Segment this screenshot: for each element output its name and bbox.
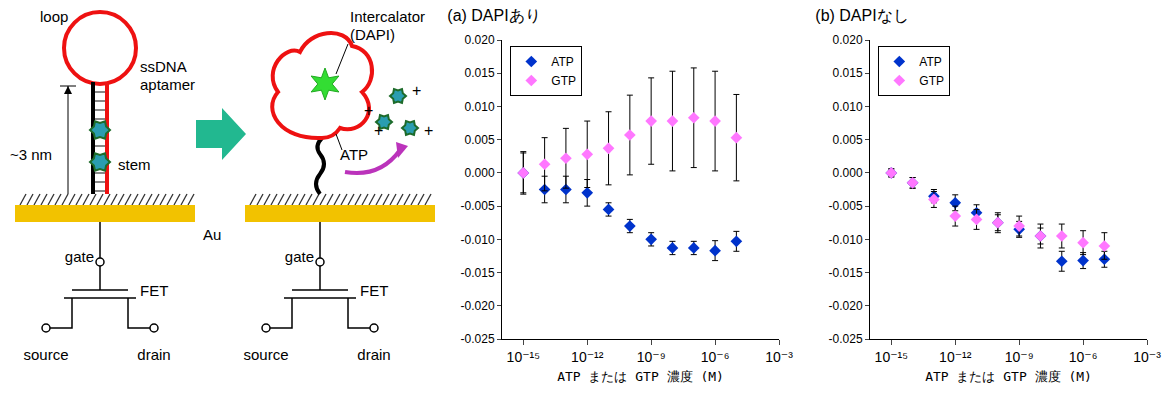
svg-text:0.000: 0.000 — [465, 166, 495, 180]
svg-text:-0.005: -0.005 — [461, 199, 495, 213]
svg-text:10⁻⁶: 10⁻⁶ — [701, 349, 730, 365]
svg-text:0.015: 0.015 — [465, 66, 495, 80]
svg-text:source: source — [23, 346, 68, 363]
svg-text:10⁻⁹: 10⁻⁹ — [637, 349, 666, 365]
svg-text:drain: drain — [357, 346, 390, 363]
svg-text:0.005: 0.005 — [833, 133, 863, 147]
svg-text:aptamer: aptamer — [140, 76, 195, 93]
svg-text:~3 nm: ~3 nm — [10, 146, 52, 163]
svg-text:FET: FET — [360, 282, 388, 299]
svg-text:(DAPI): (DAPI) — [350, 26, 395, 43]
svg-text:-0.015: -0.015 — [829, 266, 863, 280]
svg-text:ATP: ATP — [551, 55, 573, 69]
svg-text:-0.010: -0.010 — [461, 233, 495, 247]
svg-text:gate: gate — [65, 248, 94, 265]
svg-text:10⁻¹²: 10⁻¹² — [939, 349, 972, 365]
svg-text:stem: stem — [118, 156, 151, 173]
svg-text:-0.010: -0.010 — [829, 233, 863, 247]
svg-text:gate: gate — [285, 248, 314, 265]
svg-text:10⁻¹²: 10⁻¹² — [571, 349, 604, 365]
svg-text:10⁻¹⁵: 10⁻¹⁵ — [507, 349, 540, 365]
svg-text:GTP: GTP — [551, 74, 576, 88]
svg-text:0.020: 0.020 — [465, 33, 495, 47]
svg-text:10⁻³: 10⁻³ — [1133, 349, 1161, 365]
svg-text:-0.020: -0.020 — [829, 299, 863, 313]
svg-text:0.000: 0.000 — [833, 166, 863, 180]
svg-text:GTP: GTP — [919, 74, 944, 88]
svg-text:-0.020: -0.020 — [461, 299, 495, 313]
svg-text:10⁻¹⁵: 10⁻¹⁵ — [875, 349, 908, 365]
svg-text:ATP または GTP 濃度 (M): ATP または GTP 濃度 (M) — [557, 369, 724, 384]
svg-text:ATP: ATP — [340, 146, 368, 163]
svg-text:0.020: 0.020 — [833, 33, 863, 47]
svg-text:+: + — [364, 102, 373, 119]
svg-text:-0.015: -0.015 — [461, 266, 495, 280]
svg-text:+: + — [412, 82, 421, 99]
svg-text:drain: drain — [137, 346, 170, 363]
svg-text:(b) DAPIなし: (b) DAPIなし — [815, 7, 908, 24]
svg-text:0.005: 0.005 — [465, 133, 495, 147]
svg-text:+: + — [374, 122, 383, 139]
svg-text:loop: loop — [40, 8, 68, 25]
svg-text:10⁻³: 10⁻³ — [765, 349, 793, 365]
svg-text:Intercalator: Intercalator — [350, 8, 425, 25]
svg-text:FET: FET — [140, 282, 168, 299]
svg-text:(a) DAPIあり: (a) DAPIあり — [447, 7, 540, 24]
svg-text:-0.025: -0.025 — [461, 332, 495, 346]
svg-text:-0.005: -0.005 — [829, 199, 863, 213]
svg-text:0.010: 0.010 — [833, 100, 863, 114]
svg-text:0.010: 0.010 — [465, 100, 495, 114]
svg-text:ATP: ATP — [919, 55, 941, 69]
svg-text:ssDNA: ssDNA — [140, 58, 187, 75]
svg-text:Au: Au — [203, 226, 221, 243]
svg-text:source: source — [243, 346, 288, 363]
svg-text:-0.025: -0.025 — [829, 332, 863, 346]
svg-text:+: + — [424, 122, 433, 139]
svg-text:ATP または GTP 濃度 (M): ATP または GTP 濃度 (M) — [925, 369, 1092, 384]
svg-text:0.015: 0.015 — [833, 66, 863, 80]
svg-text:10⁻⁶: 10⁻⁶ — [1069, 349, 1098, 365]
svg-text:10⁻⁹: 10⁻⁹ — [1005, 349, 1034, 365]
